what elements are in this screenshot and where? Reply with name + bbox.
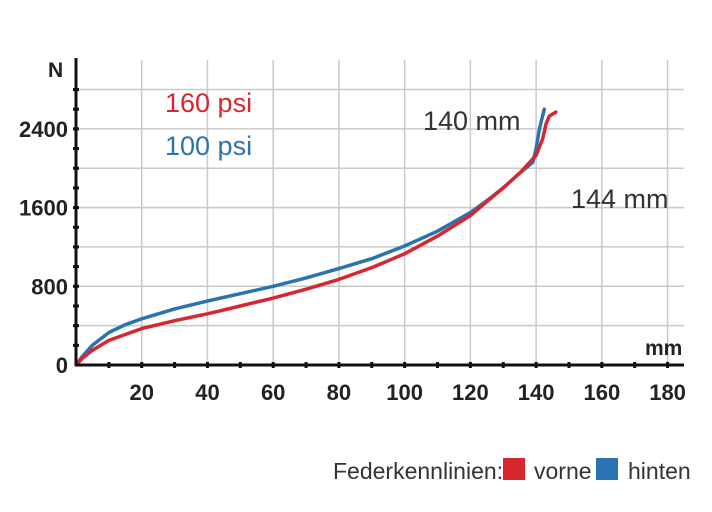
x-tick-label: 160 <box>583 380 620 405</box>
x-tick-label: 140 <box>518 380 555 405</box>
x-tick-label: 180 <box>649 380 686 405</box>
x-tick-label: 100 <box>386 380 423 405</box>
y-tick-label: 2400 <box>19 117 68 142</box>
x-tick-label: 20 <box>129 380 153 405</box>
x-axis-unit-label: mm <box>645 337 682 360</box>
x-tick-label: 120 <box>452 380 489 405</box>
pressure-front-label: 160 psi <box>165 88 252 118</box>
legend-swatch-vorne <box>503 458 525 480</box>
pressure-rear-label: 100 psi <box>165 131 252 161</box>
legend-label-vorne: vorne <box>534 458 592 484</box>
y-axis-unit-label: N <box>48 59 63 82</box>
legend-label-hinten: hinten <box>628 458 691 484</box>
x-tick-label: 40 <box>195 380 219 405</box>
x-tick-label: 80 <box>327 380 351 405</box>
legend-swatch-hinten <box>596 458 618 480</box>
series-layer <box>74 107 558 367</box>
y-tick-label: 1600 <box>19 196 68 221</box>
legend: Federkennlinien: vorne hinten <box>333 458 691 484</box>
axes <box>73 58 684 368</box>
y-tick-label: 0 <box>56 353 68 378</box>
y-tick-label: 800 <box>31 274 68 299</box>
series-line-vorne <box>74 110 558 367</box>
x-tick-label: 60 <box>261 380 285 405</box>
travel-rear-label: 140 mm <box>423 106 521 136</box>
tick-labels: 20 40 60 80 100 120 140 160 180 0 800 1600 2400 <box>19 117 686 405</box>
legend-title: Federkennlinien: <box>333 458 503 484</box>
travel-front-label: 144 mm <box>571 184 669 214</box>
